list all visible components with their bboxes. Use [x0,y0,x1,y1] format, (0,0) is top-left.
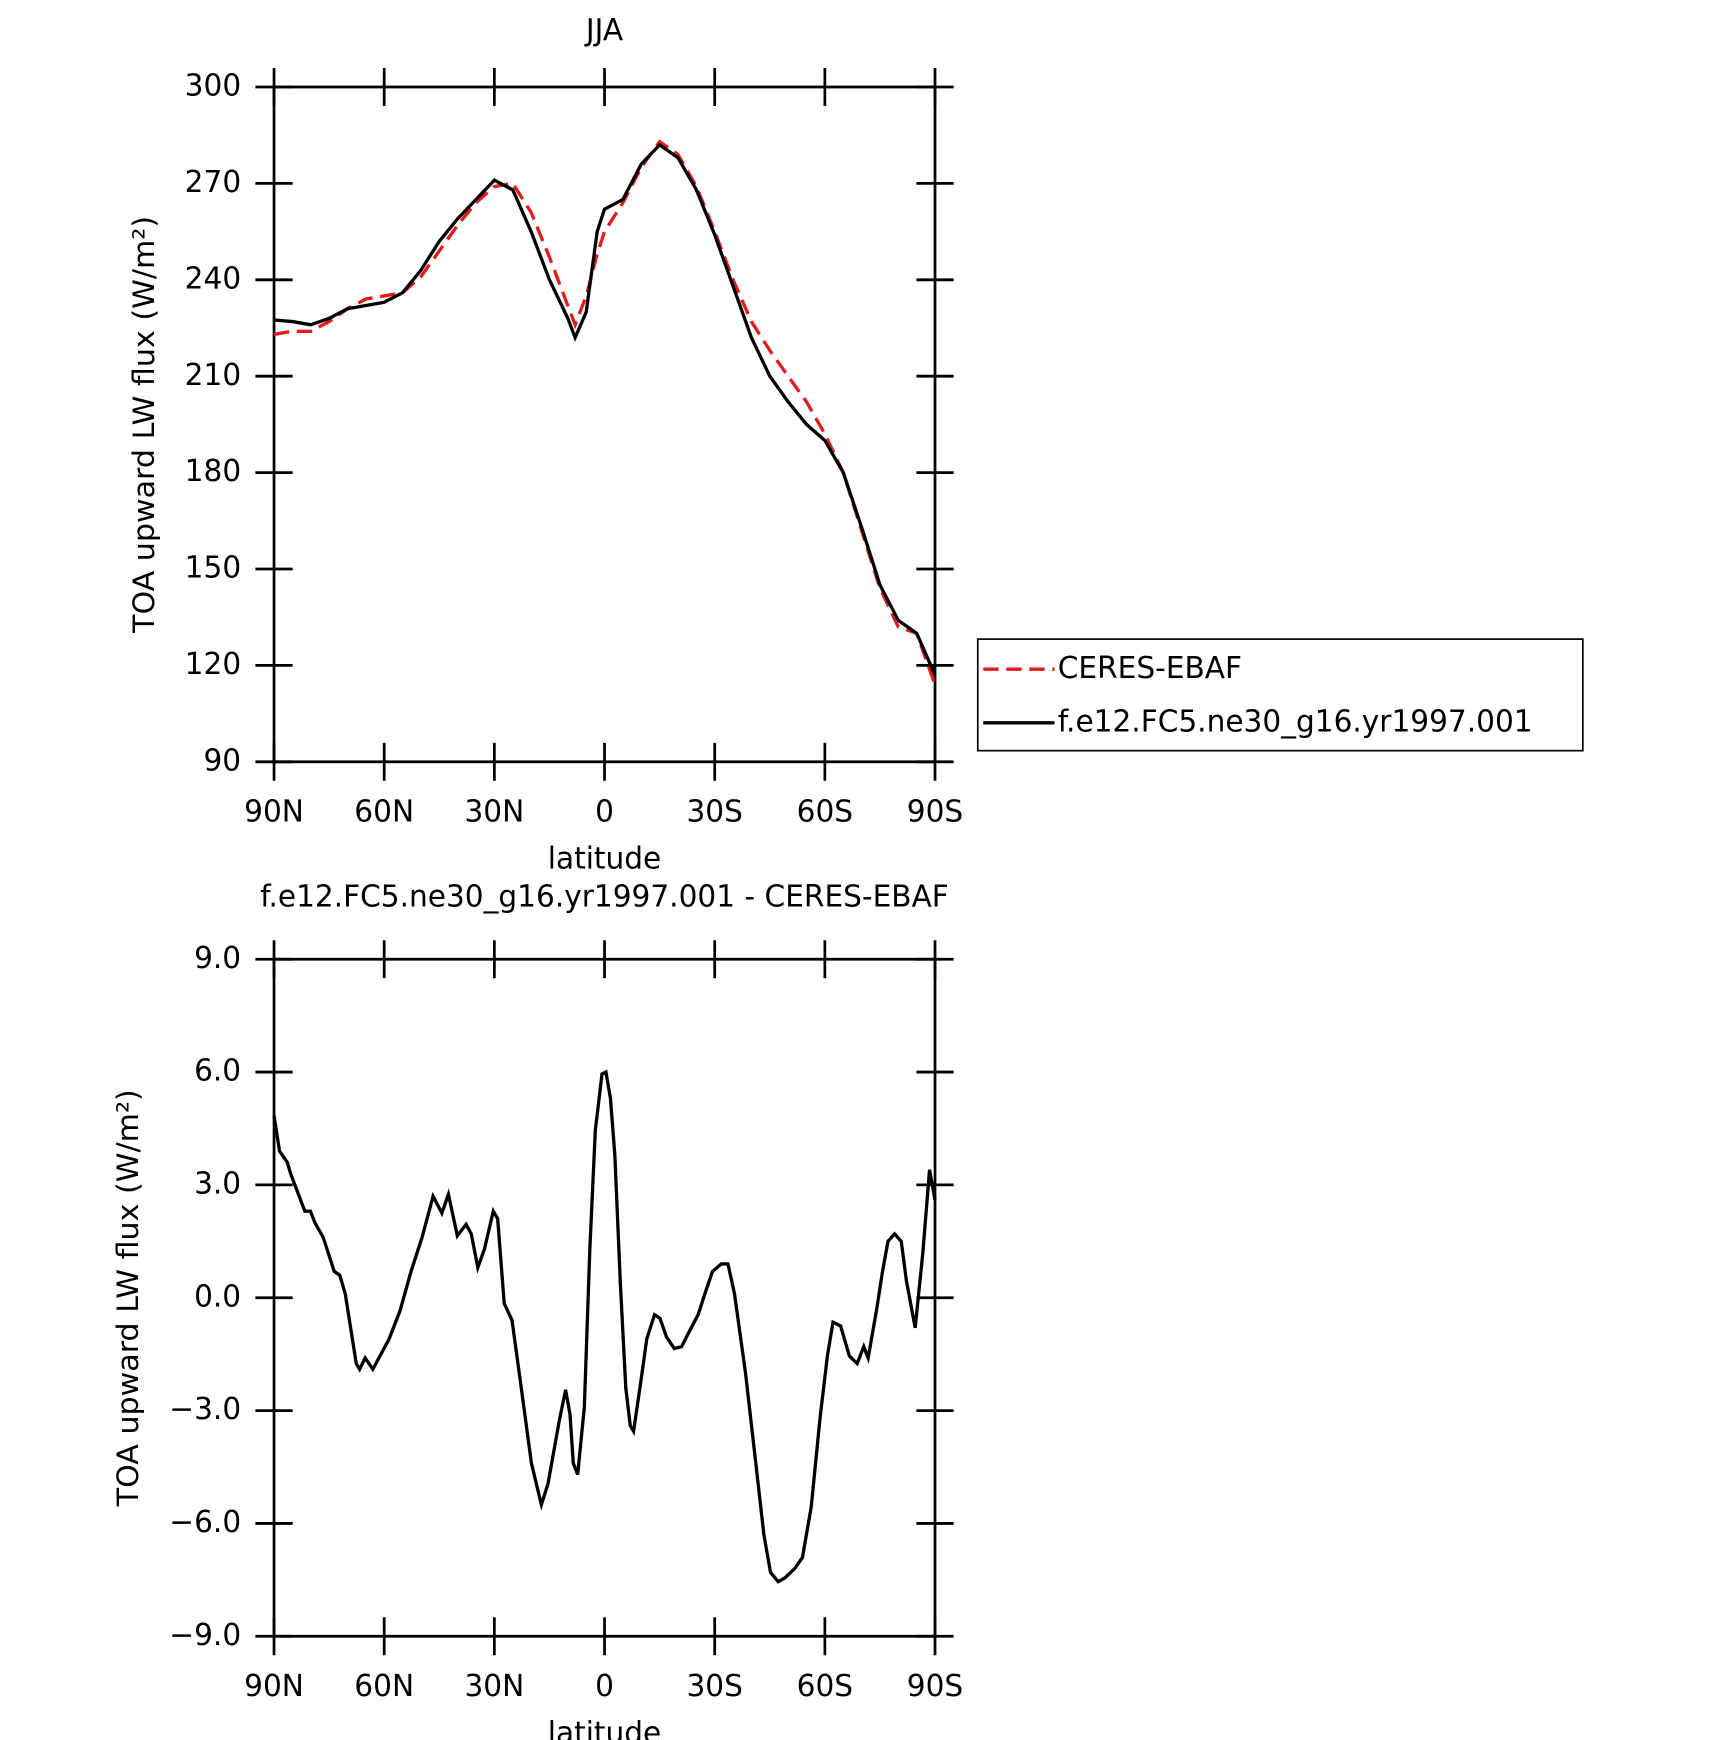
y-tick-label: 0.0 [194,1279,241,1314]
x-axis-label: latitude [548,1716,662,1740]
y-tick-label: 150 [185,550,241,585]
x-tick-label: 60S [797,1669,853,1704]
y-tick-label: 300 [185,68,241,103]
y-tick-label: 9.0 [194,941,241,976]
x-tick-label: 90S [907,1669,963,1704]
y-tick-label: 240 [185,261,241,296]
x-tick-label: 60S [797,794,853,829]
y-axis-label: TOA upward LW flux (W/m²) [127,216,162,634]
x-tick-label: 30S [686,794,742,829]
legend-label: f.e12.FC5.ne30_g16.yr1997.001 [1058,704,1533,739]
x-tick-label: 90N [244,794,304,829]
plot-frame [272,85,937,764]
legend-label: CERES-EBAF [1058,651,1242,686]
data-line [273,142,937,676]
y-tick-label: 3.0 [194,1166,241,1201]
y-tick-label: 210 [185,358,241,393]
y-tick-label: −9.0 [169,1618,241,1653]
chart-title: f.e12.FC5.ne30_g16.yr1997.001 - CERES-EB… [260,879,949,914]
x-tick-label: 30N [464,1669,524,1704]
x-tick-label: 30N [464,794,524,829]
y-tick-label: −6.0 [169,1505,241,1540]
data-line [272,1069,937,1584]
x-tick-label: 0 [595,1669,614,1704]
x-tick-label: 60N [354,794,414,829]
x-axis-label: latitude [548,841,662,876]
y-tick-label: 270 [185,165,241,200]
y-tick-label: 6.0 [194,1053,241,1088]
y-tick-label: 90 [204,743,242,778]
y-tick-label: 120 [185,647,241,682]
data-line [273,139,937,686]
y-axis-label: TOA upward LW flux (W/m²) [111,1089,146,1507]
x-tick-label: 90N [244,1669,304,1704]
x-tick-label: 60N [354,1669,414,1704]
x-tick-label: 90S [907,794,963,829]
x-tick-label: 0 [595,794,614,829]
plot-frame [272,957,937,1638]
chart-title: JJA [584,13,624,48]
y-tick-label: 180 [185,454,241,489]
y-tick-label: −3.0 [169,1392,241,1427]
legend-box [976,638,1584,752]
x-tick-label: 30S [686,1669,742,1704]
